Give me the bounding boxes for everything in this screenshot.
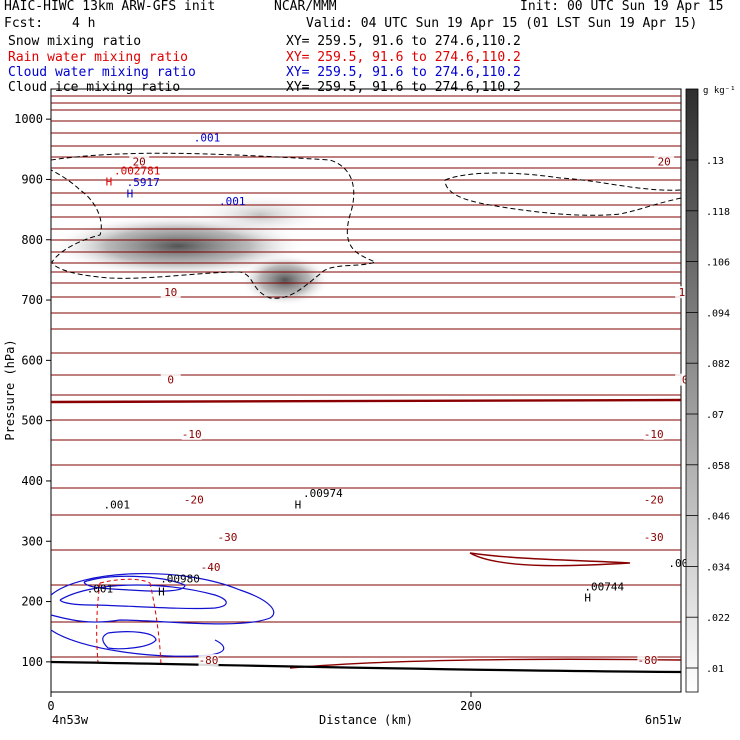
rain-water-contours <box>96 578 162 666</box>
temperature-label-bg <box>654 155 675 168</box>
temperature-label-bg <box>181 427 202 440</box>
contour-annotation: .001 <box>194 131 221 144</box>
y-tick-label: 100 <box>21 655 43 669</box>
temperature-label-bg <box>643 493 664 506</box>
x-axis-right-end-label: 6n51w <box>645 713 682 727</box>
field-cloudwater-xy: XY= 259.5, 91.6 to 274.6,110.2 <box>286 65 521 80</box>
temperature-label: -20 <box>644 494 664 507</box>
contour-annotation: H <box>127 188 134 201</box>
colorbar-label: .046 <box>706 512 730 523</box>
contour-annotation: .00974 <box>303 487 343 500</box>
colorbar-label: .094 <box>706 308 730 319</box>
colorbar-units: g kg⁻¹ <box>703 86 736 96</box>
colorbar-label: .022 <box>706 613 730 624</box>
colorbar-label: .01 <box>706 664 724 675</box>
plot-frame <box>50 88 682 693</box>
contour-annotation: .00744 <box>584 581 624 594</box>
colorbar-label: .082 <box>706 359 730 370</box>
colorbar-label: .034 <box>706 562 730 573</box>
cloud-ice-contours <box>50 152 682 299</box>
temperature-label: -30 <box>217 531 237 544</box>
temperature-label: -40 <box>201 561 221 574</box>
field-cloudice-name: Cloud ice mixing ratio <box>8 80 181 95</box>
fcst-value: 4 h <box>72 16 96 31</box>
temperature-label: 20 <box>133 155 146 168</box>
model-title: HAIC-HIWC 13km ARW-GFS init <box>4 0 216 14</box>
center-label: NCAR/MMM <box>274 0 337 14</box>
snow-shading-core <box>240 254 330 306</box>
valid-time: Valid: 04 UTC Sun 19 Apr 15 (01 LST Sun … <box>306 16 698 31</box>
temperature-label-bg <box>198 654 219 667</box>
field-snow-xy: XY= 259.5, 91.6 to 274.6,110.2 <box>286 34 521 49</box>
y-tick-label: 500 <box>21 414 43 428</box>
field-rain-name: Rain water mixing ratio <box>8 50 189 65</box>
ground-line <box>50 660 682 674</box>
temperature-label-bg <box>160 373 181 386</box>
colorbar <box>685 88 699 693</box>
x-axis-label: Distance (km) <box>319 713 413 727</box>
temperature-label-bg <box>160 286 181 299</box>
y-tick-label: 400 <box>21 474 43 488</box>
colorbar-labels: .01 .022 .034 .046 .058 .07 .082 .094 .106 .118 .1… <box>686 156 730 675</box>
y-tick-label: 700 <box>21 293 43 307</box>
fcst-label: Fcst: <box>4 16 44 31</box>
snow-shading-top <box>190 193 330 237</box>
temperature-label-bg <box>183 493 204 506</box>
field-rain-xy: XY= 259.5, 91.6 to 274.6,110.2 <box>286 50 521 65</box>
field-cloudice-xy: XY= 259.5, 91.6 to 274.6,110.2 <box>286 80 521 95</box>
temperature-label: 10 <box>164 286 177 299</box>
temperature-label: 0 <box>167 374 174 387</box>
contour-annotation: H <box>584 592 591 605</box>
temperature-label: 0 <box>682 374 689 387</box>
temperature-label: -80 <box>199 654 219 667</box>
contour-annotation: .001 <box>104 499 131 512</box>
colorbar-label: .118 <box>706 207 730 218</box>
colorbar-label: .058 <box>706 461 730 472</box>
temperature-label-bg <box>129 155 150 168</box>
temperature-label-bg <box>637 654 658 667</box>
temperature-label-bg <box>200 561 221 574</box>
contour-annotation: .00980 <box>160 572 200 585</box>
field-snow-name: Snow mixing ratio <box>8 34 142 49</box>
contour-annotation: .001 <box>219 195 246 208</box>
field-cloudwater-name: Cloud water mixing ratio <box>8 65 196 80</box>
y-axis-label: Pressure (hPa) <box>3 339 17 440</box>
x-tick-label: 200 <box>460 699 482 713</box>
y-tick-label: 600 <box>21 353 43 367</box>
init-time: Init: 00 UTC Sun 19 Apr 15 <box>520 0 724 14</box>
x-tick-label: 0 <box>47 699 54 713</box>
contour-annotation: H <box>295 499 302 512</box>
temperature-label: -80 <box>637 654 657 667</box>
temperature-label-bg <box>217 531 238 544</box>
y-tick-label: 200 <box>21 595 43 609</box>
temperature-label: 20 <box>658 155 671 168</box>
colorbar-label: .13 <box>706 156 724 167</box>
contour-annotation: H <box>158 586 165 599</box>
x-axis-left-end-label: 4n53w <box>52 713 89 727</box>
cloud-water-contours <box>50 572 275 657</box>
temperature-label-bg <box>643 531 664 544</box>
y-tick-label: 900 <box>21 172 43 186</box>
isentrope-lines <box>51 95 681 658</box>
temperature-label: -10 <box>644 428 664 441</box>
y-tick-label: 800 <box>21 233 43 247</box>
colorbar-label: .07 <box>706 410 724 421</box>
temperature-label-bg <box>643 427 664 440</box>
y-tick-label: 1000 <box>14 112 43 126</box>
temperature-label: -30 <box>644 531 664 544</box>
temperature-label: -20 <box>184 494 204 507</box>
y-axis: 100 200 300 400 500 600 700 800 900 1000 <box>14 112 51 669</box>
temperature-label: -10 <box>182 428 202 441</box>
y-tick-label: 300 <box>21 534 43 548</box>
contour-annotation: .001 <box>87 583 114 596</box>
x-axis: 0 200 <box>47 692 482 713</box>
contour-annotation: H <box>106 175 113 188</box>
contour-annotation: .002781 <box>114 165 160 178</box>
colorbar-label: .106 <box>706 258 730 269</box>
contour-annotation: .5917 <box>127 176 160 189</box>
